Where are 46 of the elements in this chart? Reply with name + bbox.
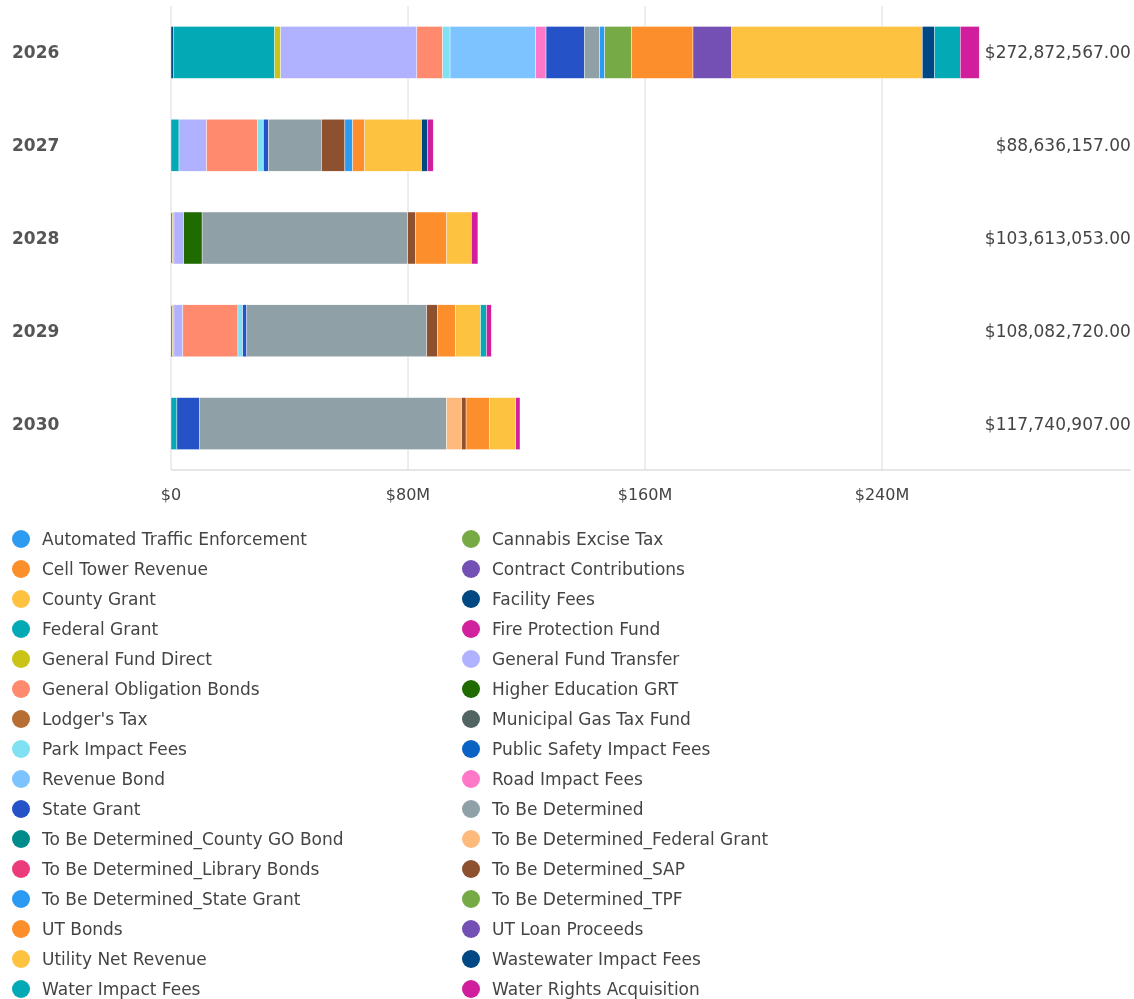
legend-label: Utility Net Revenue <box>42 948 207 969</box>
legend-label: General Fund Transfer <box>492 648 680 669</box>
legend-label: Public Safety Impact Fees <box>492 738 711 759</box>
x-tick-label: $0 <box>160 485 182 504</box>
legend-label: To Be Determined_Federal Grant <box>491 828 769 850</box>
annotation: $272,872,567.00 <box>984 42 1131 63</box>
annotation: $88,636,157.00 <box>995 135 1131 156</box>
legend-label: To Be Determined_SAP <box>491 858 685 880</box>
y-tick-label: 2028 <box>12 227 60 248</box>
legend-label: To Be Determined <box>491 798 644 819</box>
annotation: $117,740,907.00 <box>984 413 1131 434</box>
legend-label: Water Rights Acquisition <box>492 978 700 999</box>
legend-label: Federal Grant <box>42 618 159 639</box>
legend-label: Higher Education GRT <box>492 678 679 699</box>
legend-label: To Be Determined_Library Bonds <box>41 858 320 880</box>
legend-label: Road Impact Fees <box>492 768 644 789</box>
legend-label: State Grant <box>42 798 141 819</box>
legend-label: Fire Protection Fund <box>492 618 661 639</box>
legend-label: Facility Fees <box>492 588 596 609</box>
legend-label: Municipal Gas Tax Fund <box>492 708 691 729</box>
legend-label: Revenue Bond <box>42 768 166 789</box>
legend-label: To Be Determined_County GO Bond <box>41 828 344 850</box>
legend-label: To Be Determined_TPF <box>491 888 683 910</box>
y-tick-label: 2026 <box>12 42 60 63</box>
legend-label: General Fund Direct <box>42 648 213 669</box>
y-tick-label: 2027 <box>12 135 60 156</box>
annotation: $103,613,053.00 <box>984 227 1131 248</box>
legend-label: UT Loan Proceeds <box>492 918 644 939</box>
legend-label: Automated Traffic Enforcement <box>42 528 308 549</box>
y-tick-label: 2030 <box>12 413 60 434</box>
annotation: $108,082,720.00 <box>984 320 1131 341</box>
legend-label: Water Impact Fees <box>42 978 201 999</box>
legend-label: To Be Determined_State Grant <box>41 888 301 910</box>
legend-label: Cannabis Excise Tax <box>492 528 664 549</box>
legend-label: Contract Contributions <box>492 558 686 579</box>
legend-label: Cell Tower Revenue <box>42 558 208 579</box>
x-tick-label: $240M <box>854 485 910 504</box>
legend-label: Park Impact Fees <box>42 738 188 759</box>
legend-label: UT Bonds <box>42 918 123 939</box>
legend-label: County Grant <box>42 588 157 609</box>
legend-label: General Obligation Bonds <box>42 678 260 699</box>
x-tick-label: $160M <box>617 485 673 504</box>
y-tick-label: 2029 <box>12 320 60 341</box>
legend-label: Lodger's Tax <box>42 708 148 729</box>
legend-label: Wastewater Impact Fees <box>492 948 701 969</box>
x-tick-label: $80M <box>385 485 431 504</box>
